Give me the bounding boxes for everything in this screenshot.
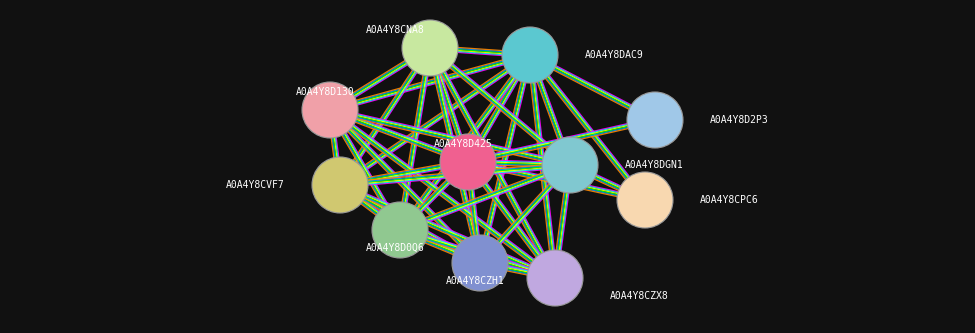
Circle shape [312, 157, 368, 213]
Circle shape [452, 235, 508, 291]
Circle shape [502, 27, 558, 83]
Text: A0A4Y8D2P3: A0A4Y8D2P3 [710, 115, 768, 125]
Circle shape [372, 202, 428, 258]
Text: A0A4Y8D0Q6: A0A4Y8D0Q6 [366, 243, 424, 253]
Text: A0A4Y8DAC9: A0A4Y8DAC9 [585, 50, 644, 60]
Text: A0A4Y8D425: A0A4Y8D425 [434, 139, 492, 149]
Circle shape [440, 134, 496, 190]
Circle shape [627, 92, 683, 148]
Text: A0A4Y8CZX8: A0A4Y8CZX8 [610, 291, 669, 301]
Text: A0A4Y8CPC6: A0A4Y8CPC6 [700, 195, 759, 205]
Text: A0A4Y8D130: A0A4Y8D130 [295, 87, 354, 97]
Text: A0A4Y8CZH1: A0A4Y8CZH1 [446, 276, 504, 286]
Circle shape [617, 172, 673, 228]
Circle shape [402, 20, 458, 76]
Circle shape [527, 250, 583, 306]
Text: A0A4Y8CNA8: A0A4Y8CNA8 [367, 25, 425, 35]
Circle shape [302, 82, 358, 138]
Circle shape [542, 137, 598, 193]
Text: A0A4Y8DGN1: A0A4Y8DGN1 [625, 160, 683, 170]
Text: A0A4Y8CVF7: A0A4Y8CVF7 [226, 180, 285, 190]
